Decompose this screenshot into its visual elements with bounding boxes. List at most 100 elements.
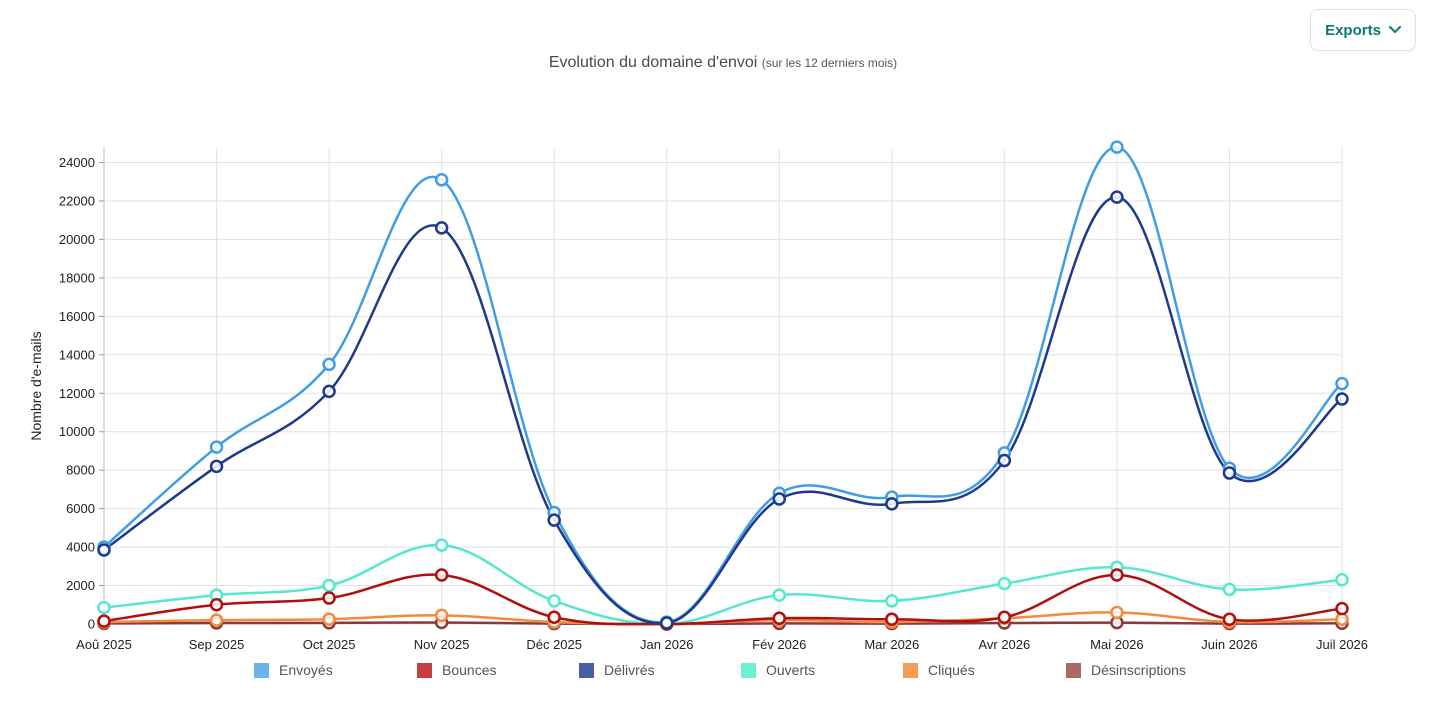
series-line-3 <box>103 543 1343 626</box>
data-point[interactable] <box>885 612 899 626</box>
data-point[interactable] <box>1110 605 1124 620</box>
y-tick-label: 4000 <box>66 540 95 555</box>
series-line-1 <box>103 573 1343 626</box>
data-point[interactable] <box>322 357 336 372</box>
data-point[interactable] <box>322 612 336 626</box>
data-point[interactable] <box>434 608 449 623</box>
data-point[interactable] <box>547 513 561 527</box>
y-tick-label: 18000 <box>59 270 95 285</box>
chart-grid <box>103 148 1343 628</box>
data-point[interactable] <box>97 600 111 615</box>
data-point[interactable] <box>434 221 449 235</box>
x-tick-label: Oct 2025 <box>303 637 356 652</box>
y-tick-label: 8000 <box>66 463 95 478</box>
y-tick-label: 14000 <box>59 347 95 362</box>
x-tick-label: Nov 2025 <box>414 637 470 652</box>
legend-item[interactable]: Délivrés <box>579 662 655 678</box>
x-tick-label: Mar 2026 <box>864 637 919 652</box>
chart-subtitle: (sur les 12 derniers mois) <box>761 56 898 70</box>
legend-label: Ouverts <box>766 662 816 678</box>
chart-title: Evolution du domaine d'envoi <box>548 54 758 71</box>
data-point[interactable] <box>547 594 561 608</box>
exports-label: Exports <box>1325 21 1381 39</box>
data-point[interactable] <box>1222 582 1237 597</box>
legend-item[interactable]: Envoyés <box>254 662 333 678</box>
y-tick-label: 10000 <box>59 424 95 439</box>
data-point[interactable] <box>434 538 449 552</box>
data-point[interactable] <box>434 173 449 187</box>
data-point[interactable] <box>772 492 787 506</box>
data-point[interactable] <box>209 613 224 627</box>
x-tick-label: Juin 2026 <box>1201 637 1257 652</box>
data-point[interactable] <box>1222 612 1237 626</box>
chart-title-block: Evolution du domaine d'envoi (sur les 12… <box>0 54 1440 72</box>
legend-label: Désinscriptions <box>1091 662 1186 678</box>
data-point[interactable] <box>772 588 787 602</box>
series-line-0 <box>103 145 1343 624</box>
data-point[interactable] <box>322 384 336 399</box>
data-point[interactable] <box>1335 601 1349 616</box>
y-tick-label: 12000 <box>59 386 95 401</box>
data-point[interactable] <box>209 440 224 454</box>
x-tick-label: Fév 2026 <box>752 637 806 652</box>
y-tick-label: 0 <box>88 617 95 632</box>
chevron-down-icon <box>1388 26 1401 34</box>
data-point[interactable] <box>1110 568 1124 582</box>
series-line-2 <box>103 195 1343 625</box>
exports-button[interactable]: Exports <box>1310 9 1416 51</box>
legend-swatch <box>254 662 269 678</box>
x-axis: Aoû 2025 Sep 2025 Oct 2025 Nov 2025 Déc 2025… <box>76 637 1368 652</box>
legend-label: Envoyés <box>279 662 333 678</box>
data-point[interactable] <box>659 616 674 630</box>
data-point[interactable] <box>434 568 449 582</box>
legend-label: Cliqués <box>928 662 975 678</box>
legend-swatch <box>579 662 594 678</box>
x-tick-label: Sep 2025 <box>189 637 245 652</box>
y-tick-label: 24000 <box>59 155 95 170</box>
x-tick-label: Mai 2026 <box>1090 637 1143 652</box>
legend-item[interactable]: Ouverts <box>741 662 815 678</box>
y-tick-label: 2000 <box>66 578 95 593</box>
x-tick-label: Avr 2026 <box>978 637 1030 652</box>
data-point[interactable] <box>97 543 111 557</box>
data-point[interactable] <box>885 497 899 511</box>
data-point[interactable] <box>1335 392 1349 406</box>
data-point[interactable] <box>772 611 787 625</box>
data-point[interactable] <box>997 610 1012 625</box>
y-tick-label: 6000 <box>66 501 95 516</box>
x-tick-label: Aoû 2025 <box>76 637 132 652</box>
chart-legend: Envoyés Bounces Délivrés Ouverts Cliqués Dési… <box>0 662 1440 682</box>
y-tick-label: 20000 <box>59 232 95 247</box>
data-point[interactable] <box>209 459 224 474</box>
series-points <box>97 140 1349 631</box>
data-point[interactable] <box>97 614 111 628</box>
data-point[interactable] <box>1335 573 1349 587</box>
legend-item[interactable]: Bounces <box>417 662 496 678</box>
x-tick-label: Jan 2026 <box>640 637 694 652</box>
data-point[interactable] <box>547 610 561 625</box>
y-axis-title: Nombre d'e-mails <box>28 331 44 440</box>
legend-item[interactable]: Cliqués <box>903 662 975 678</box>
y-axis: 0 2000 4000 6000 8000 10000 12000 14000 16000 180… <box>59 148 105 632</box>
legend-label: Délivrés <box>604 662 655 678</box>
data-point[interactable] <box>322 578 336 593</box>
x-tick-label: Juil 2026 <box>1316 637 1368 652</box>
data-point[interactable] <box>1222 466 1237 480</box>
data-point[interactable] <box>997 576 1012 591</box>
x-tick-label: Déc 2025 <box>526 637 582 652</box>
data-point[interactable] <box>209 598 224 612</box>
legend-label: Bounces <box>442 662 497 678</box>
legend-swatch <box>417 662 432 678</box>
data-point[interactable] <box>885 594 899 608</box>
legend-swatch <box>903 662 918 678</box>
data-point[interactable] <box>1110 140 1124 154</box>
data-point[interactable] <box>1335 376 1349 391</box>
legend-swatch <box>741 662 756 678</box>
y-tick-label: 22000 <box>59 193 95 208</box>
data-point[interactable] <box>322 591 336 605</box>
series-line-5 <box>103 621 1343 626</box>
data-point[interactable] <box>1110 190 1124 204</box>
legend-item[interactable]: Désinscriptions <box>1066 662 1186 678</box>
data-point[interactable] <box>997 453 1012 468</box>
